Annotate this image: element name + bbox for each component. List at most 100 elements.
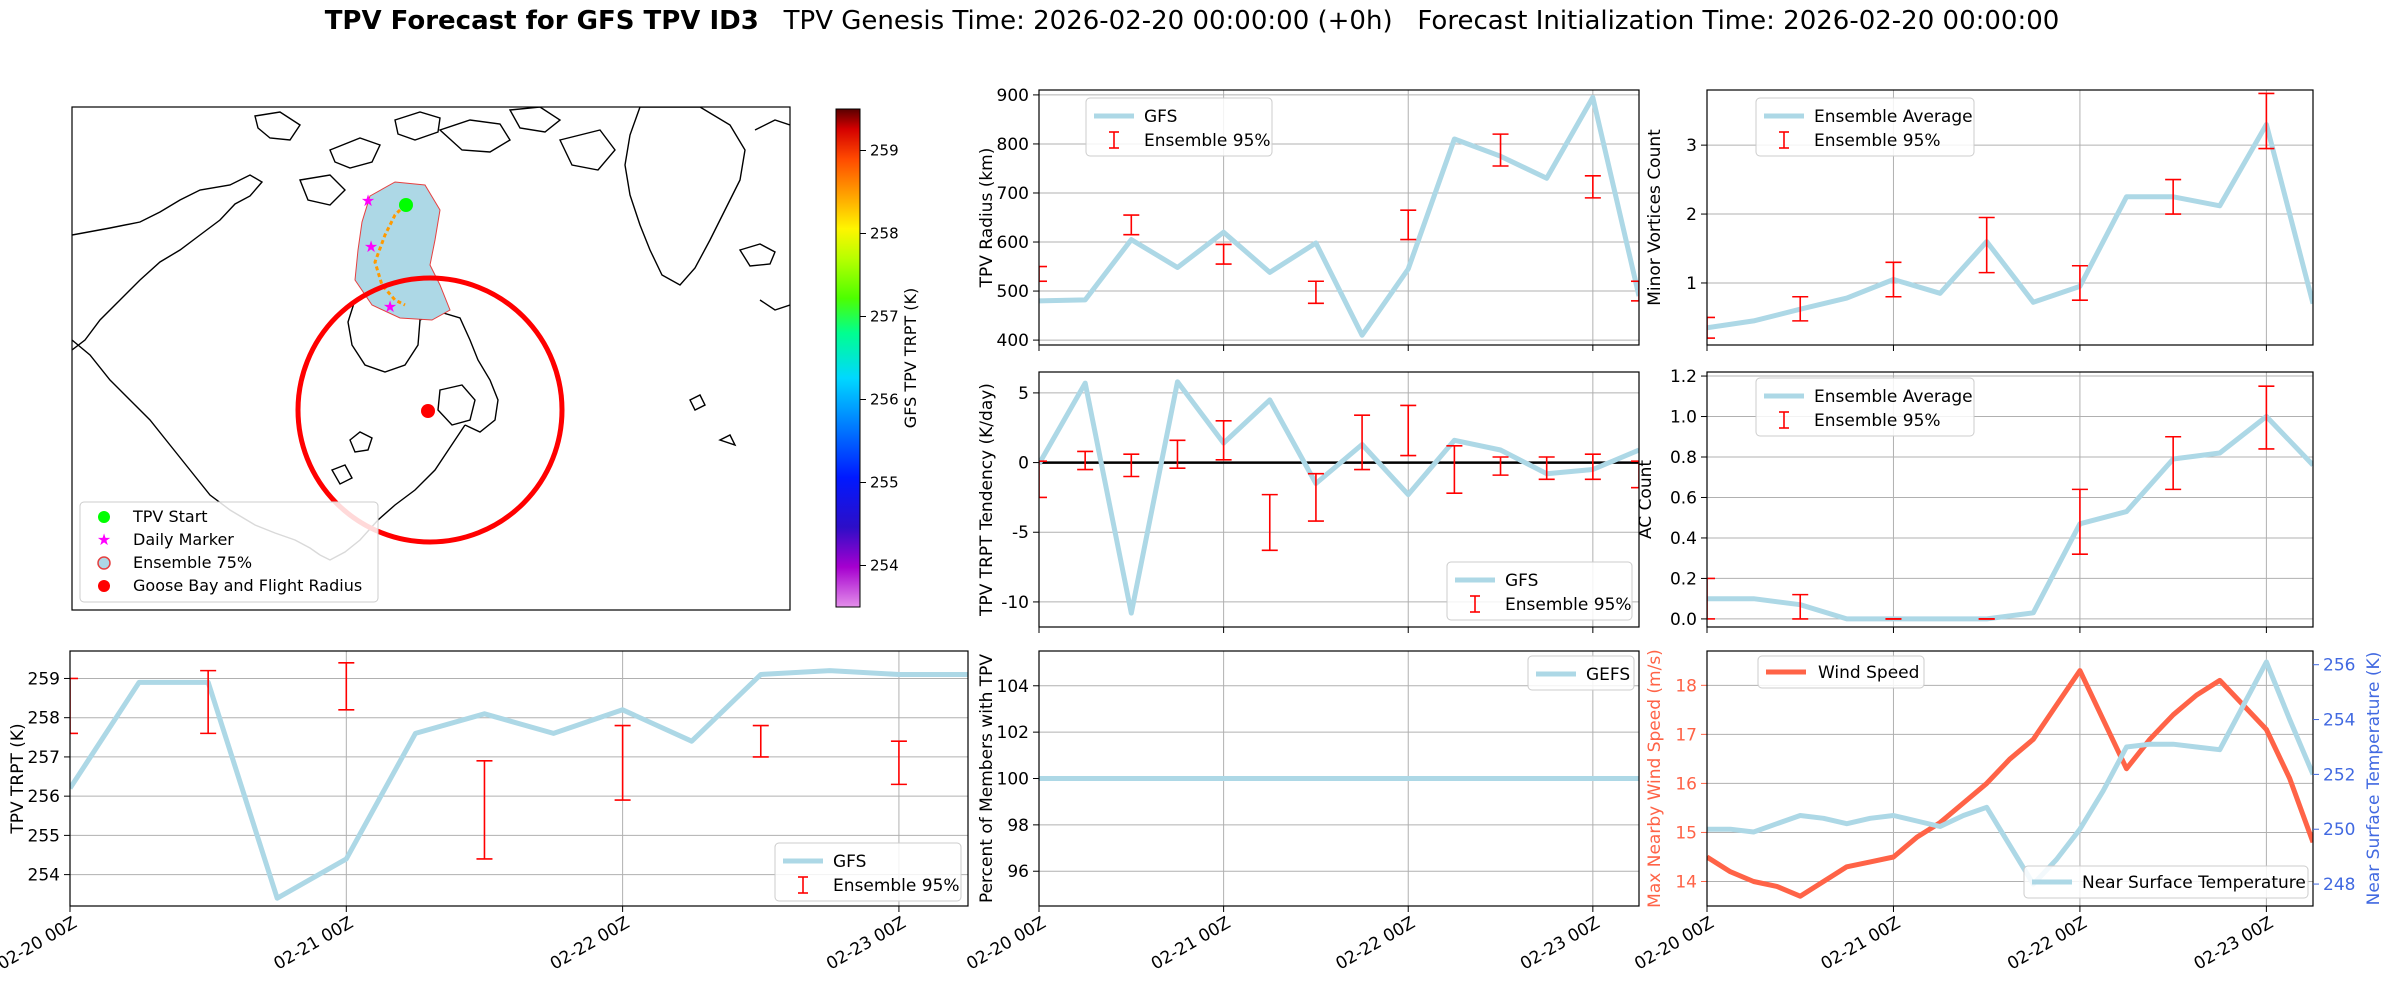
error-bar — [476, 760, 493, 860]
figure-title-bold: TPV Forecast for GFS TPV ID3 — [324, 6, 759, 36]
axes-frame — [1038, 650, 1640, 907]
genesis-time: TPV Genesis Time: 2026-02-20 00:00:00 (+… — [783, 6, 1393, 36]
y-tick-label: -5 — [1012, 523, 1029, 543]
error-bar — [1123, 453, 1140, 478]
plot-area — [1039, 379, 1639, 616]
error-bar — [1307, 280, 1324, 305]
error-bar — [1307, 472, 1324, 522]
y-tick-label: 500 — [997, 282, 1029, 302]
series-line-gfs — [1039, 379, 1639, 616]
daily-marker-star: ★ — [361, 191, 375, 210]
chart-tendency: -10 -5 0 5 TPV TRPT Tendency (K/day) GFS Ensem… — [977, 371, 1640, 633]
y-tick-label: 96 — [1007, 862, 1029, 882]
legend-label: Ensemble Average — [1814, 387, 1973, 407]
chart-ac: 0.0 0.2 0.4 0.6 0.8 1.0 1.2 AC Count Ensemble Av… — [1636, 367, 2314, 633]
legend-swatch-errorbar — [1470, 595, 1480, 613]
series-line-gfs — [1039, 94, 1639, 338]
error-bar — [1792, 295, 1809, 322]
legend-label: GFS — [833, 852, 866, 872]
legend: Ensemble Average Ensemble 95% — [1755, 377, 1975, 437]
legend-marker-start — [98, 511, 110, 523]
legend-swatch-errorbar — [798, 876, 808, 894]
y-tick-label: 400 — [997, 331, 1029, 351]
legend: GFS Ensemble 95% — [1446, 561, 1633, 621]
y-tick-label: 257 — [28, 748, 60, 768]
legend-label: Near Surface Temperature — [2082, 873, 2306, 893]
error-bar — [1707, 577, 1715, 620]
y-axis-label: Minor Vortices Count — [1645, 129, 1665, 306]
y-axis-label: AC Count — [1636, 460, 1656, 539]
x-tick-label: 02-22 00Z — [2004, 913, 2090, 974]
y-tick-label: 256 — [28, 787, 60, 807]
error-bar — [1584, 453, 1601, 481]
error-bar — [1400, 404, 1417, 457]
y-tick-label: 0.4 — [1670, 529, 1697, 549]
figure-title: TPV Forecast for GFS TPV ID3 TPV Genesis… — [0, 6, 2384, 36]
legend-frame — [1755, 377, 1975, 437]
y-tick-label: 18 — [1675, 676, 1697, 696]
legend-label-daily: Daily Marker — [133, 530, 234, 549]
y-tick-label: 0 — [1018, 454, 1029, 474]
legend-label: Ensemble Average — [1814, 107, 1973, 127]
chart-trpt: 254 255 256 257 258 259 TPV TRPT (K) 02-20 00Z 0… — [0, 650, 969, 974]
y-tick-label: 100 — [997, 770, 1029, 790]
legend-frame — [1757, 655, 1925, 689]
y-axis-label: Percent of Members with TPV — [977, 654, 997, 903]
error-bar — [338, 661, 355, 711]
y-axis-label: TPV TRPT (K) — [8, 723, 28, 834]
legend-label: Ensemble 95% — [1505, 595, 1632, 615]
error-bar — [1978, 216, 1995, 274]
error-bar — [1261, 493, 1278, 552]
error-bar — [1584, 175, 1601, 199]
colorbar-label: GFS TPV TRPT (K) — [901, 288, 920, 428]
coastlines — [72, 107, 790, 561]
y-axis-label: TPV Radius (km) — [977, 148, 997, 289]
legend: GEFS — [1527, 655, 1635, 691]
series-line-ensemble-average — [1707, 122, 2313, 331]
x-tick-label: 02-20 00Z — [963, 913, 1049, 974]
legend-label: Ensemble 95% — [1144, 131, 1271, 151]
colorbar-gradient — [835, 108, 861, 608]
tpv-start-marker — [399, 198, 413, 212]
y-tick-label: 17 — [1675, 725, 1697, 745]
y-tick-label: 15 — [1675, 823, 1697, 843]
y2-tick-label: 254 — [2323, 711, 2355, 731]
legend-frame — [774, 842, 962, 902]
y-tick-label: 900 — [997, 86, 1029, 106]
x-tick-label: 02-20 00Z — [0, 913, 81, 974]
colorbar: 254 255 256 257 258 259 GFS TPV TRPT (K) — [835, 108, 920, 608]
plot-area — [70, 661, 968, 901]
error-bar — [1538, 456, 1555, 481]
y-tick-label: 14 — [1675, 872, 1697, 892]
y-axis-label: Max Nearby Wind Speed (m/s) — [1645, 649, 1665, 908]
error-bar — [1792, 593, 1809, 620]
error-bar — [890, 740, 907, 786]
tpv-track-line — [373, 198, 412, 307]
legend-swatch-errorbar — [1779, 131, 1789, 149]
axes-frame — [69, 650, 969, 907]
y-tick-label: 104 — [997, 677, 1029, 697]
error-bar — [2165, 435, 2182, 491]
legend-marker-ensemble — [97, 556, 111, 570]
y-tick-label: 0.2 — [1670, 569, 1697, 589]
colorbar-tick-label: 256 — [870, 391, 899, 409]
legend-label: GEFS — [1586, 665, 1630, 685]
colorbar-tick-label: 259 — [870, 142, 899, 160]
error-bar — [1631, 280, 1639, 302]
error-bar — [614, 724, 631, 801]
colorbar-tick-label: 255 — [870, 474, 899, 492]
chart-wind: 14 15 16 17 18 Max Nearby Wind Speed (m/s) 02-… — [1631, 649, 2384, 974]
chart-radius: 400 500 600 700 800 900 TPV Radius (km) GFS Ense… — [977, 86, 1640, 351]
y2-axis-label: Near Surface Temperature (K) — [2364, 652, 2384, 906]
x-tick-label: 02-20 00Z — [1631, 913, 1717, 974]
legend-frame — [1527, 655, 1635, 691]
legend-label: Ensemble 95% — [833, 876, 960, 896]
error-bar — [1169, 439, 1186, 469]
axes-frame — [1706, 650, 2314, 907]
legend-label-ensemble: Ensemble 75% — [133, 553, 252, 572]
legend-marker-daily: ★ — [97, 530, 111, 549]
error-bar — [1885, 261, 1902, 298]
axes-frame — [1706, 371, 2314, 628]
axes-frame — [1038, 371, 1640, 628]
error-bar — [752, 724, 769, 758]
